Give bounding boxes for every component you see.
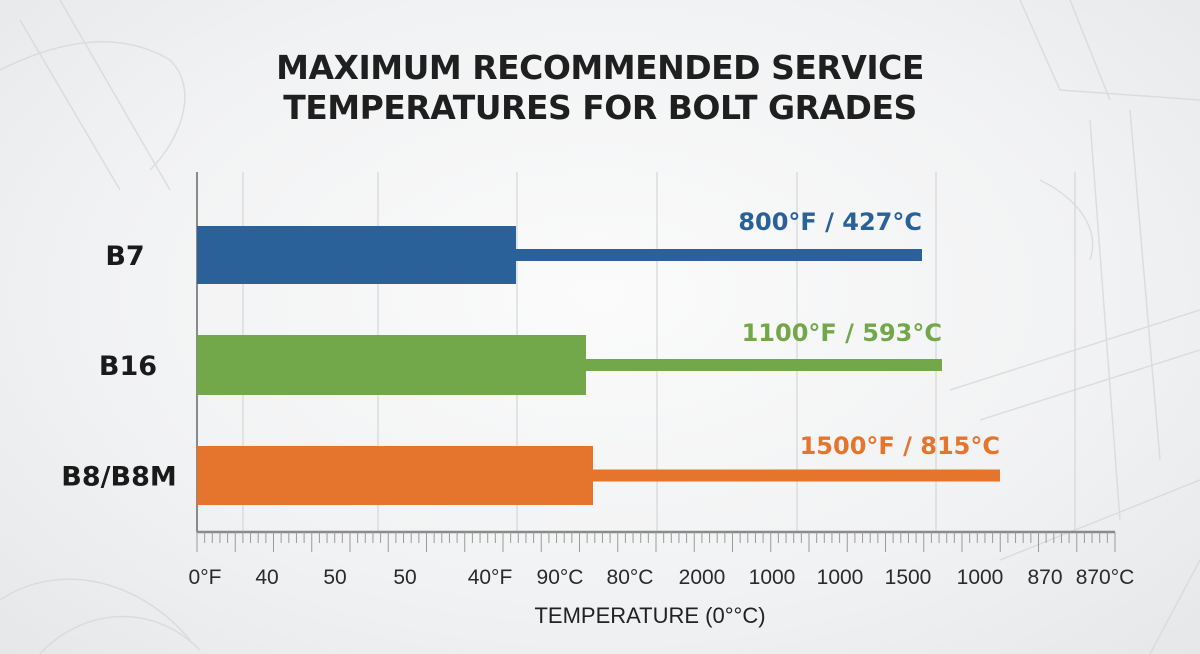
x-tick-label: 1500 (885, 566, 932, 589)
x-axis-label: TEMPERATURE (0°°C) (534, 603, 765, 628)
chart-title-line-2: TEMPERATURES FOR BOLT GRADES (283, 88, 917, 127)
bar-b16 (197, 335, 586, 395)
chart-title: MAXIMUM RECOMMENDED SERVICE TEMPERATURES… (0, 48, 1200, 128)
x-tick-label: 50 (323, 566, 346, 589)
category-label: B8/B8M (61, 462, 176, 493)
x-tick-label: 1000 (957, 566, 1004, 589)
category-label: B7 (105, 241, 144, 272)
x-tick-label: 50 (393, 566, 416, 589)
data-label: 800°F / 427°C (738, 208, 922, 236)
x-tick-label: 80°C (607, 566, 654, 589)
x-tick-label: 40°F (468, 566, 513, 589)
x-tick-label: 40 (255, 566, 278, 589)
bar-b8-b8m (197, 446, 593, 505)
x-tick-label: 90°C (537, 566, 584, 589)
bar-extension-b8-b8m (593, 469, 1000, 482)
bar-b7 (197, 226, 516, 284)
x-tick-label: 870 (1027, 566, 1062, 589)
chart-title-line-1: MAXIMUM RECOMMENDED SERVICE (276, 48, 924, 87)
x-tick-label: 0°F (189, 566, 222, 589)
category-label: B16 (99, 351, 157, 382)
bar-extension-b16 (586, 359, 942, 371)
x-tick-label: 1000 (817, 566, 864, 589)
data-label: 1100°F / 593°C (742, 319, 942, 347)
bar-extension-b7 (516, 249, 922, 261)
x-tick-label: 1000 (749, 566, 796, 589)
x-tick-label: 870°C (1076, 566, 1135, 589)
data-label: 1500°F / 815°C (800, 432, 1000, 460)
x-tick-label: 2000 (679, 566, 726, 589)
